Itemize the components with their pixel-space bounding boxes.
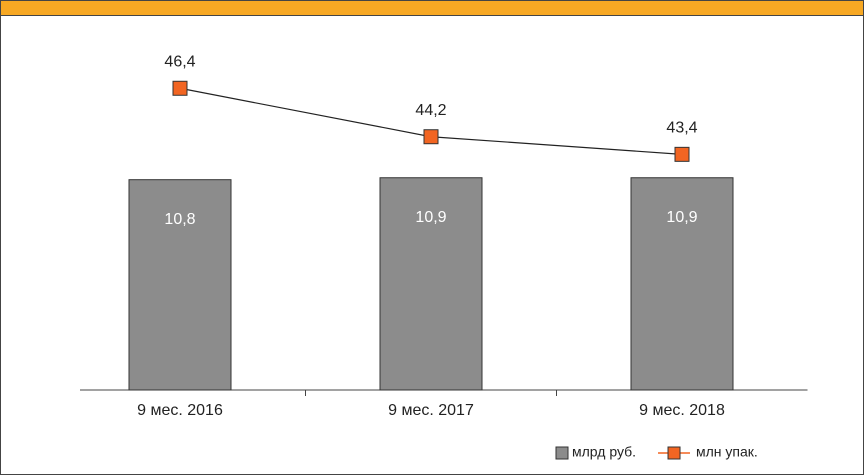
legend-marker bbox=[667, 446, 681, 460]
line-marker bbox=[423, 129, 439, 145]
bar bbox=[128, 179, 232, 391]
x-tick-label: 9 мес. 2017 bbox=[388, 402, 474, 419]
bar bbox=[630, 177, 734, 391]
legend-label: млн упак. bbox=[696, 444, 758, 460]
line-value-label: 44,2 bbox=[415, 102, 446, 119]
line-value-label: 43,4 bbox=[666, 120, 697, 137]
x-tick-label: 9 мес. 2018 bbox=[639, 402, 725, 419]
x-tick-label: 9 мес. 2016 bbox=[137, 402, 223, 419]
bar bbox=[379, 177, 483, 391]
bar-value-label: 10,9 bbox=[415, 209, 446, 226]
line-marker bbox=[674, 146, 690, 162]
header-band bbox=[0, 0, 864, 16]
bar-value-label: 10,9 bbox=[666, 209, 697, 226]
line-value-label: 46,4 bbox=[164, 53, 195, 70]
bar-value-label: 10,8 bbox=[164, 211, 195, 228]
legend-label: млрд руб. bbox=[572, 444, 636, 460]
line-marker bbox=[172, 80, 188, 96]
legend-swatch bbox=[555, 446, 569, 460]
